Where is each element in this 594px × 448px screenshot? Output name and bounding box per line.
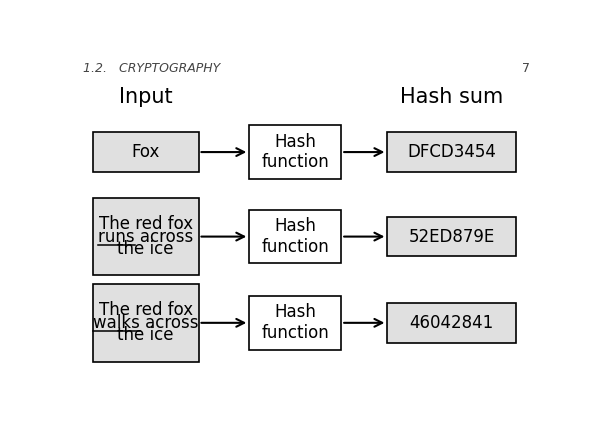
Text: Hash
function: Hash function [261, 217, 329, 256]
Text: the ice: the ice [118, 326, 174, 345]
Text: the ice: the ice [118, 240, 174, 258]
Text: The red fox: The red fox [99, 215, 192, 233]
Bar [387, 217, 516, 256]
Bar [249, 125, 341, 179]
Bar [93, 198, 198, 276]
Bar [387, 132, 516, 172]
Bar [387, 303, 516, 343]
Text: walks across: walks across [93, 314, 198, 332]
Text: 52ED879E: 52ED879E [409, 228, 495, 246]
Text: 46042841: 46042841 [410, 314, 494, 332]
Text: 7: 7 [522, 62, 530, 75]
Bar [93, 284, 198, 362]
Bar [93, 132, 198, 172]
Text: DFCD3454: DFCD3454 [407, 143, 496, 161]
Text: Hash
function: Hash function [261, 133, 329, 172]
Text: Hash sum: Hash sum [400, 87, 503, 107]
Text: Hash
function: Hash function [261, 303, 329, 342]
Text: runs across: runs across [98, 228, 193, 246]
Text: The red fox: The red fox [99, 302, 192, 319]
Bar [249, 296, 341, 349]
Text: 1.2.   CRYPTOGRAPHY: 1.2. CRYPTOGRAPHY [83, 62, 221, 75]
Text: Fox: Fox [131, 143, 160, 161]
Bar [249, 210, 341, 263]
Text: Input: Input [119, 87, 172, 107]
